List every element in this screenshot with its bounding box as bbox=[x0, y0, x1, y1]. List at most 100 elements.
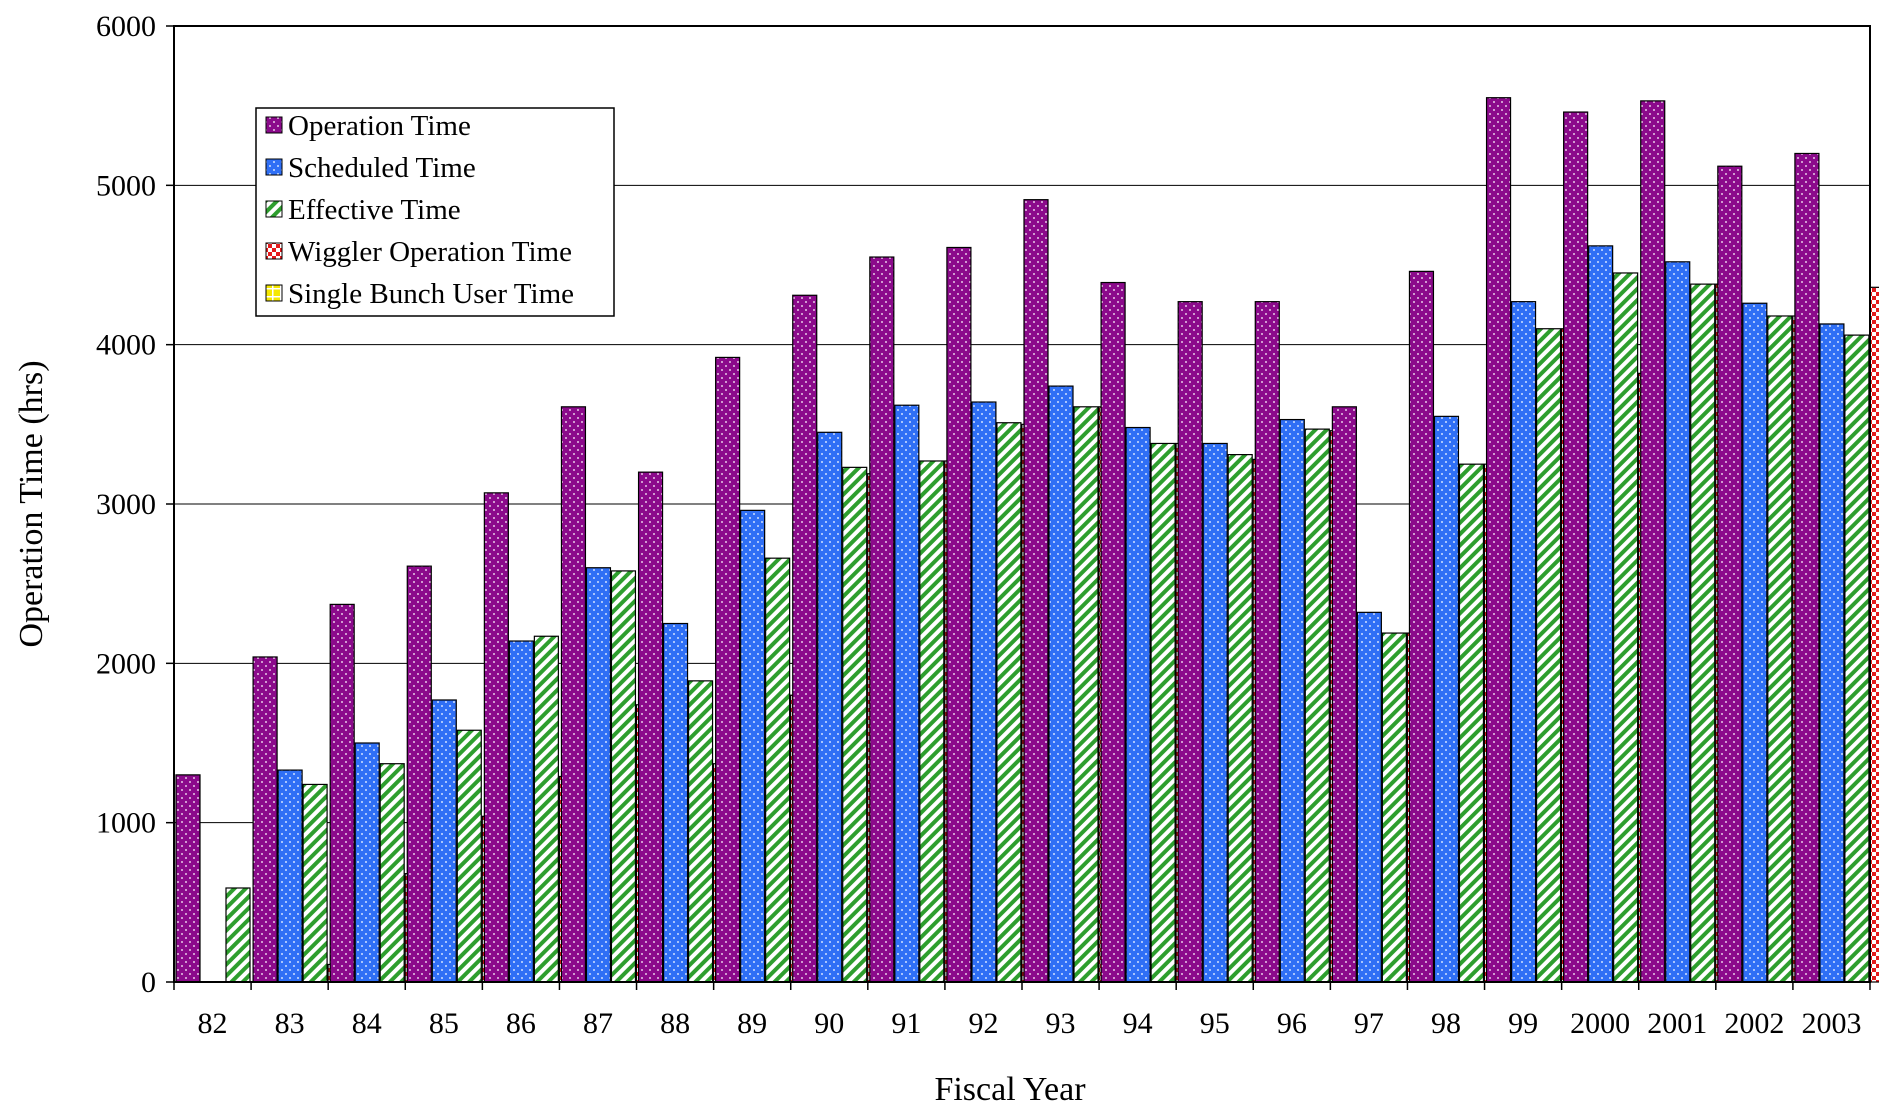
bar-scheduled-time bbox=[1588, 245, 1614, 983]
bar-operation-time bbox=[1177, 301, 1203, 983]
x-axis-ticks: 82 83 84 85 86 87 88 89 90 91 92 93 94 95 96 97 98 99 2000… bbox=[173, 982, 1871, 1040]
bar-scheduled-time bbox=[1048, 385, 1074, 983]
bar-scheduled-time bbox=[740, 509, 766, 983]
bar-scheduled-time bbox=[1125, 426, 1151, 983]
y-tick-label: 1000 bbox=[96, 807, 156, 840]
bar-scheduled-time bbox=[508, 640, 534, 983]
bar-effective-time bbox=[533, 635, 559, 983]
legend-swatch bbox=[265, 242, 283, 260]
y-tick-label: 0 bbox=[141, 966, 156, 999]
bar-effective-time bbox=[1304, 428, 1330, 983]
bar-scheduled-time bbox=[585, 567, 612, 983]
legend-label: Wiggler Operation Time bbox=[288, 236, 572, 268]
y-tick-label: 5000 bbox=[96, 169, 156, 202]
bar-effective-time bbox=[225, 887, 251, 983]
x-tick-label: 86 bbox=[506, 1007, 536, 1040]
x-tick-label: 98 bbox=[1431, 1007, 1461, 1040]
bar-operation-time bbox=[252, 656, 278, 983]
bar-scheduled-time bbox=[354, 742, 380, 983]
bar-scheduled-time bbox=[1433, 415, 1460, 983]
legend-swatch bbox=[265, 158, 283, 176]
bar-operation-time bbox=[1408, 270, 1435, 983]
x-tick-label: 83 bbox=[275, 1007, 305, 1040]
bar-scheduled-time bbox=[1510, 301, 1537, 983]
legend-label: Operation Time bbox=[288, 110, 471, 142]
x-tick-label: 90 bbox=[814, 1007, 844, 1040]
bar-operation-time bbox=[1485, 97, 1512, 983]
bar-operation-time bbox=[329, 603, 355, 983]
bar-scheduled-time bbox=[277, 769, 303, 983]
bar-effective-time bbox=[1227, 454, 1253, 983]
bar-effective-time bbox=[1844, 334, 1870, 983]
y-axis-ticks: 0 1000 2000 3000 4000 5000 6000 bbox=[96, 10, 174, 999]
bar-effective-time bbox=[996, 422, 1022, 983]
bar-operation-time bbox=[1100, 281, 1126, 983]
bar-scheduled-time bbox=[1356, 611, 1382, 983]
x-tick-label: 2000 bbox=[1570, 1007, 1630, 1040]
bar-operation-time bbox=[175, 774, 201, 983]
x-tick-label: 97 bbox=[1354, 1007, 1384, 1040]
bar-operation-time bbox=[1254, 301, 1280, 983]
x-tick-label: 87 bbox=[583, 1007, 613, 1040]
legend-swatch bbox=[265, 284, 283, 302]
bar-operation-time bbox=[560, 406, 587, 983]
legend-swatch bbox=[265, 200, 283, 218]
x-axis-title: Fiscal Year bbox=[934, 1071, 1086, 1108]
y-axis-title: Operation Time (hrs) bbox=[13, 360, 50, 647]
bar-operation-time bbox=[1563, 111, 1589, 983]
legend-swatch bbox=[265, 116, 283, 134]
bar-scheduled-time bbox=[1665, 261, 1691, 983]
x-tick-label: 2003 bbox=[1801, 1007, 1861, 1040]
bar-operation-time bbox=[1794, 152, 1820, 983]
x-tick-label: 82 bbox=[198, 1007, 228, 1040]
bar-effective-time bbox=[456, 729, 482, 983]
x-tick-label: 91 bbox=[891, 1007, 921, 1040]
bar-operation-time bbox=[1640, 100, 1666, 983]
bar-scheduled-time bbox=[971, 401, 997, 983]
bar-effective-time bbox=[1458, 463, 1485, 983]
legend-box bbox=[255, 107, 615, 317]
x-tick-label: 2002 bbox=[1724, 1007, 1784, 1040]
x-tick-label: 95 bbox=[1200, 1007, 1230, 1040]
y-tick-label: 2000 bbox=[96, 647, 156, 680]
y-tick-label: 6000 bbox=[96, 10, 156, 43]
bar-operation-time bbox=[869, 256, 895, 983]
bar-operation-time bbox=[946, 246, 972, 983]
x-tick-label: 92 bbox=[968, 1007, 998, 1040]
bar-wiggler-operation-time bbox=[1869, 286, 1879, 983]
bar-effective-time bbox=[765, 557, 791, 983]
bar-effective-time bbox=[1150, 442, 1176, 983]
bar-effective-time bbox=[379, 763, 405, 983]
x-tick-label: 89 bbox=[737, 1007, 767, 1040]
bar-scheduled-time bbox=[1819, 323, 1845, 983]
bar-scheduled-time bbox=[1202, 442, 1228, 983]
bar-operation-time bbox=[715, 356, 741, 983]
legend: Operation Time Scheduled Time Effective Ti… bbox=[255, 107, 615, 317]
x-tick-label: 84 bbox=[352, 1007, 382, 1040]
bar-effective-time bbox=[1767, 315, 1793, 983]
bar-effective-time bbox=[919, 460, 945, 983]
bar-effective-time bbox=[1381, 632, 1407, 983]
bar-effective-time bbox=[1613, 272, 1639, 983]
bar-scheduled-time bbox=[894, 404, 920, 983]
legend-label: Effective Time bbox=[288, 194, 461, 226]
x-tick-label: 85 bbox=[429, 1007, 459, 1040]
bar-scheduled-time bbox=[1742, 302, 1768, 983]
bar-operation-time bbox=[406, 565, 432, 983]
bar-operation-time bbox=[1023, 199, 1049, 983]
x-tick-label: 93 bbox=[1046, 1007, 1076, 1040]
x-tick-label: 99 bbox=[1508, 1007, 1538, 1040]
bar-effective-time bbox=[1535, 328, 1562, 983]
bar-effective-time bbox=[1690, 283, 1716, 983]
x-tick-label: 88 bbox=[660, 1007, 690, 1040]
bar-scheduled-time bbox=[431, 699, 457, 983]
legend-label: Scheduled Time bbox=[288, 152, 476, 184]
bar-effective-time bbox=[610, 570, 637, 983]
bar-effective-time bbox=[302, 783, 328, 983]
bar-operation-time bbox=[637, 471, 664, 983]
legend-label: Single Bunch User Time bbox=[288, 278, 574, 310]
bar-operation-time bbox=[483, 492, 509, 983]
x-tick-label: 2001 bbox=[1647, 1007, 1707, 1040]
